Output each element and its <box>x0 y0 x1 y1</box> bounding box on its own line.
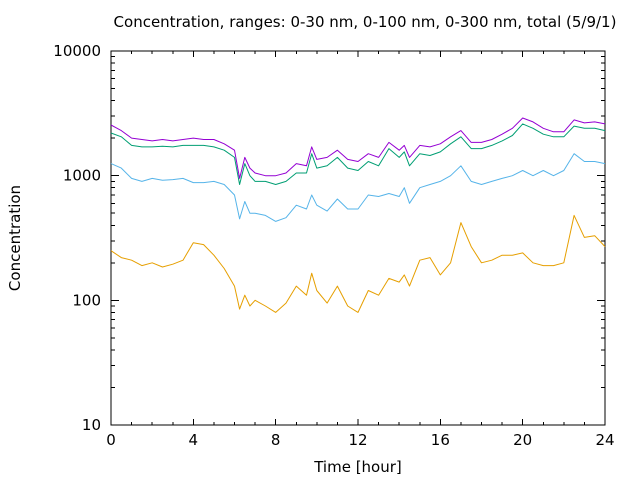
series-line-1 <box>110 214 606 313</box>
y-tick-label: 100 <box>72 291 101 309</box>
series-line-3 <box>110 123 606 185</box>
x-tick-label: 8 <box>271 431 281 449</box>
chart-title: Concentration, ranges: 0-30 nm, 0-100 nm… <box>114 13 617 31</box>
x-tick-label: 24 <box>595 431 614 449</box>
x-axis-label: Time [hour] <box>313 458 402 476</box>
series-line-4 <box>110 117 606 179</box>
y-tick-label: 1000 <box>63 167 101 185</box>
y-tick-label: 10000 <box>53 42 101 60</box>
x-tick-label: 20 <box>513 431 532 449</box>
x-tick-label: 16 <box>431 431 450 449</box>
axis-ticks: 0 4 8 12 16 20 24 10 100 1000 10000 <box>53 42 614 449</box>
x-tick-label: 0 <box>106 431 116 449</box>
y-tick-label: 10 <box>82 416 101 434</box>
x-tick-label: 4 <box>189 431 199 449</box>
series-group <box>110 117 606 313</box>
y-axis-label: Concentration <box>6 185 24 291</box>
x-tick-label: 12 <box>348 431 367 449</box>
series-line-2 <box>110 153 606 222</box>
